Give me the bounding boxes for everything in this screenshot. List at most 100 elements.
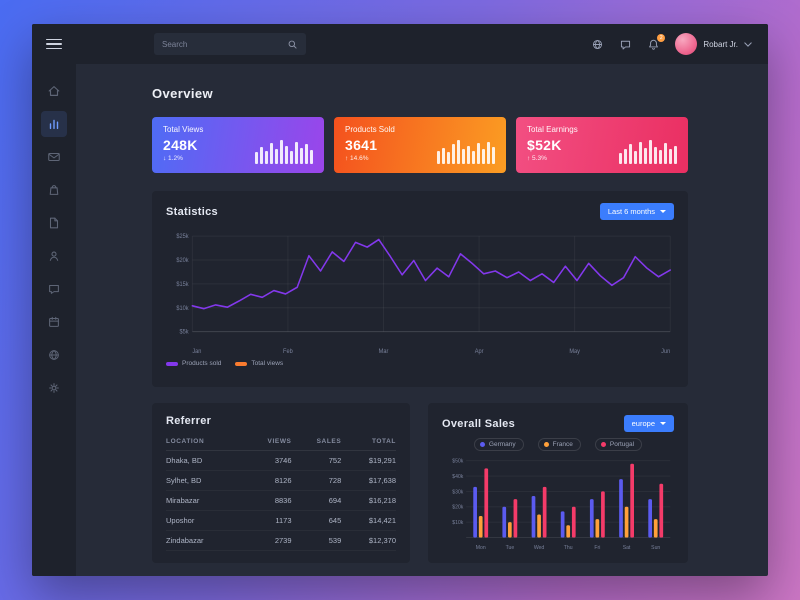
user-name: Robart Jr. <box>703 39 738 49</box>
table-cell: Sylhet, BD <box>166 470 244 491</box>
legend-item[interactable]: Portugal <box>594 438 643 451</box>
svg-text:$50k: $50k <box>452 459 463 465</box>
svg-text:$20k: $20k <box>176 258 188 264</box>
sidebar-item-settings[interactable] <box>41 375 67 401</box>
svg-text:Mon: Mon <box>476 545 486 551</box>
sidebar-item-chat[interactable] <box>41 276 67 302</box>
svg-text:$40k: $40k <box>452 474 463 480</box>
statistics-panel: Statistics Last 6 months $25k $20k $15k $10… <box>152 191 688 387</box>
sidebar-item-orders[interactable] <box>41 210 67 236</box>
search-icon[interactable] <box>287 39 298 50</box>
table-row: Uposhor 1173 645 $14,421 <box>166 510 396 531</box>
chevron-down-icon <box>660 422 666 425</box>
svg-text:Wed: Wed <box>534 545 545 551</box>
svg-text:$10k: $10k <box>176 306 188 312</box>
table-cell: 8126 <box>243 470 292 491</box>
legend-item[interactable]: France <box>537 438 581 451</box>
home-icon <box>48 86 60 96</box>
shopping-bag-icon <box>49 185 59 195</box>
chat-icon <box>49 284 59 294</box>
svg-text:Sun: Sun <box>651 545 660 551</box>
svg-text:May: May <box>569 349 580 355</box>
bottom-row: Referrer LOCATION VIEWS SALES TOTAL Dhaka, … <box>152 403 688 563</box>
table-cell: 539 <box>291 530 342 551</box>
hamburger-menu-icon[interactable] <box>46 36 62 53</box>
document-icon <box>49 217 59 229</box>
statistics-header: Statistics Last 6 months <box>166 203 674 220</box>
stat-card-label: Products Sold <box>345 125 395 134</box>
sidebar-item-browser[interactable] <box>41 342 67 368</box>
sparkline <box>619 140 677 164</box>
sidebar-item-shop[interactable] <box>41 177 67 203</box>
table-column-header: LOCATION <box>166 433 244 451</box>
overall-sales-panel: Overall Sales europe Germany France Portug… <box>428 403 688 563</box>
statistics-chart: $25k $20k $15k $10k $5k Jan Feb Mar Apr May Jun <box>176 234 671 355</box>
table-cell: Mirabazar <box>166 490 244 511</box>
legend-item: Total views <box>235 360 283 367</box>
notification-badge: 2 <box>657 33 666 42</box>
sparkline <box>255 140 313 164</box>
chevron-down-icon <box>660 210 666 213</box>
stat-card-total-views[interactable]: Total Views 248K ↓ 1.2% <box>152 117 324 173</box>
svg-text:$30k: $30k <box>452 489 463 495</box>
stat-cards: Total Views 248K ↓ 1.2% Products Sold 36… <box>152 117 688 173</box>
table-row: Dhaka, BD 3746 752 $19,291 <box>166 450 396 471</box>
svg-text:Thu: Thu <box>564 545 573 551</box>
search-input[interactable] <box>162 39 287 49</box>
svg-text:$20k: $20k <box>452 505 463 511</box>
table-cell: $17,638 <box>341 470 396 491</box>
sparkline <box>437 140 495 164</box>
sidebar-item-profile[interactable] <box>41 243 67 269</box>
statistics-legend: Products sold Total views <box>166 360 674 367</box>
table-cell: $12,370 <box>341 530 396 551</box>
dashboard: 2 Robart Jr. Overview Total Views 248K ↓… <box>32 24 768 576</box>
sidebar-item-mail[interactable] <box>41 144 67 170</box>
svg-text:Jan: Jan <box>192 349 201 355</box>
sidebar-item-analytics[interactable] <box>41 111 67 137</box>
user-menu[interactable]: Robart Jr. <box>675 33 752 55</box>
mail-icon <box>48 152 60 162</box>
stat-card-label: Total Views <box>163 125 204 134</box>
stat-card-delta: ↓ 1.2% <box>163 155 183 162</box>
statistics-filter-button[interactable]: Last 6 months <box>599 203 674 220</box>
topbar: 2 Robart Jr. <box>76 24 768 64</box>
legend-item[interactable]: Germany <box>473 438 524 451</box>
table-cell: $16,218 <box>341 490 396 511</box>
search-box <box>154 33 306 55</box>
sidebar-item-calendar[interactable] <box>41 309 67 335</box>
table-cell: Uposhor <box>166 510 244 531</box>
overall-sales-filter-label: europe <box>631 419 655 428</box>
sidebar-item-home[interactable] <box>41 78 67 104</box>
svg-text:$15k: $15k <box>176 282 188 288</box>
table-cell: Dhaka, BD <box>166 450 244 471</box>
table-cell: 728 <box>291 470 342 491</box>
page-title: Overview <box>152 86 214 101</box>
messages-icon[interactable] <box>619 38 632 51</box>
referrer-panel: Referrer LOCATION VIEWS SALES TOTAL Dhaka, … <box>152 403 410 563</box>
content: Overview Total Views 248K ↓ 1.2% Product… <box>76 64 768 576</box>
overall-sales-filter-button[interactable]: europe <box>623 415 674 432</box>
stat-card-value: 3641 <box>345 137 378 153</box>
burger-area <box>32 24 76 64</box>
overall-sales-title: Overall Sales <box>442 417 516 430</box>
sidebar <box>32 24 76 576</box>
globe-icon[interactable] <box>591 38 604 51</box>
table-cell: 694 <box>291 490 342 511</box>
svg-text:$25k: $25k <box>176 234 188 240</box>
main: 2 Robart Jr. Overview Total Views 248K ↓… <box>76 24 768 576</box>
table-column-header: VIEWS <box>243 433 292 451</box>
bell-icon[interactable]: 2 <box>647 33 666 51</box>
stat-card-products-sold[interactable]: Products Sold 3641 ↑ 14.6% <box>334 117 506 173</box>
gear-icon <box>49 383 59 393</box>
calendar-icon <box>49 316 59 327</box>
stat-card-delta: ↑ 14.6% <box>345 155 369 162</box>
table-column-header: TOTAL <box>341 433 396 451</box>
topbar-actions: 2 Robart Jr. <box>591 33 768 55</box>
table-cell: $19,291 <box>341 450 396 471</box>
legend-item: Products sold <box>166 360 221 367</box>
statistics-title: Statistics <box>166 205 218 218</box>
overall-sales-legend: Germany France Portugal <box>442 438 674 451</box>
svg-text:Tue: Tue <box>506 545 515 551</box>
stat-card-total-earnings[interactable]: Total Earnings $52K ↑ 5.3% <box>516 117 688 173</box>
table-column-header: SALES <box>291 433 342 451</box>
